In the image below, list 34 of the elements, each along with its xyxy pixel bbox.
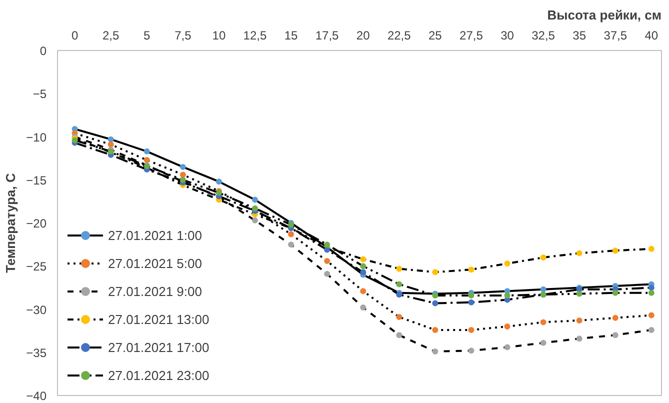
x-tick-label: 20 — [356, 28, 370, 42]
x-tick-label: 0 — [71, 28, 78, 42]
x-tick-label: 37,5 — [604, 28, 628, 42]
y-axis-title: Температура, С — [3, 172, 18, 273]
x-tick-label: 32,5 — [532, 28, 556, 42]
y-tick-label: −15 — [26, 173, 47, 188]
legend-label: 27.01.2021 23:00 — [108, 368, 210, 382]
y-tick-label: −35 — [26, 346, 47, 360]
x-tick-label: 30 — [500, 28, 514, 42]
y-tick-label: −40 — [26, 389, 47, 403]
y-tick-label: −30 — [26, 302, 47, 317]
x-tick-label: 22,5 — [387, 28, 412, 42]
legend-label: 27.01.2021 9:00 — [108, 284, 202, 298]
x-tick-label: 10 — [212, 28, 226, 42]
y-tick-label: −5 — [32, 87, 47, 102]
x-tick-label: 40 — [644, 28, 658, 42]
y-tick-label: 0 — [40, 44, 47, 58]
y-tick-label: −25 — [26, 260, 47, 274]
x-tick-label: 17,5 — [315, 28, 340, 42]
legend-label: 27.01.2021 17:00 — [108, 340, 210, 354]
x-tick-label: 5 — [144, 28, 151, 42]
legend-label: 27.01.2021 13:00 — [108, 312, 210, 326]
x-tick-label: 7,5 — [174, 28, 192, 42]
x-tick-label: 25 — [428, 28, 442, 42]
y-tick-label: −10 — [26, 130, 47, 144]
x-tick-label: 35 — [572, 28, 586, 42]
legend-label: 27.01.2021 5:00 — [108, 256, 202, 270]
y-tick-label: −20 — [26, 216, 47, 230]
x-tick-label: 2,5 — [102, 28, 120, 42]
x-tick-label: 12,5 — [243, 28, 267, 42]
x-tick-label: 15 — [284, 28, 298, 42]
x-tick-label: 27,5 — [460, 28, 484, 42]
x-axis-title: Высота рейки, см — [547, 8, 662, 22]
legend-label: 27.01.2021 1:00 — [108, 228, 202, 242]
